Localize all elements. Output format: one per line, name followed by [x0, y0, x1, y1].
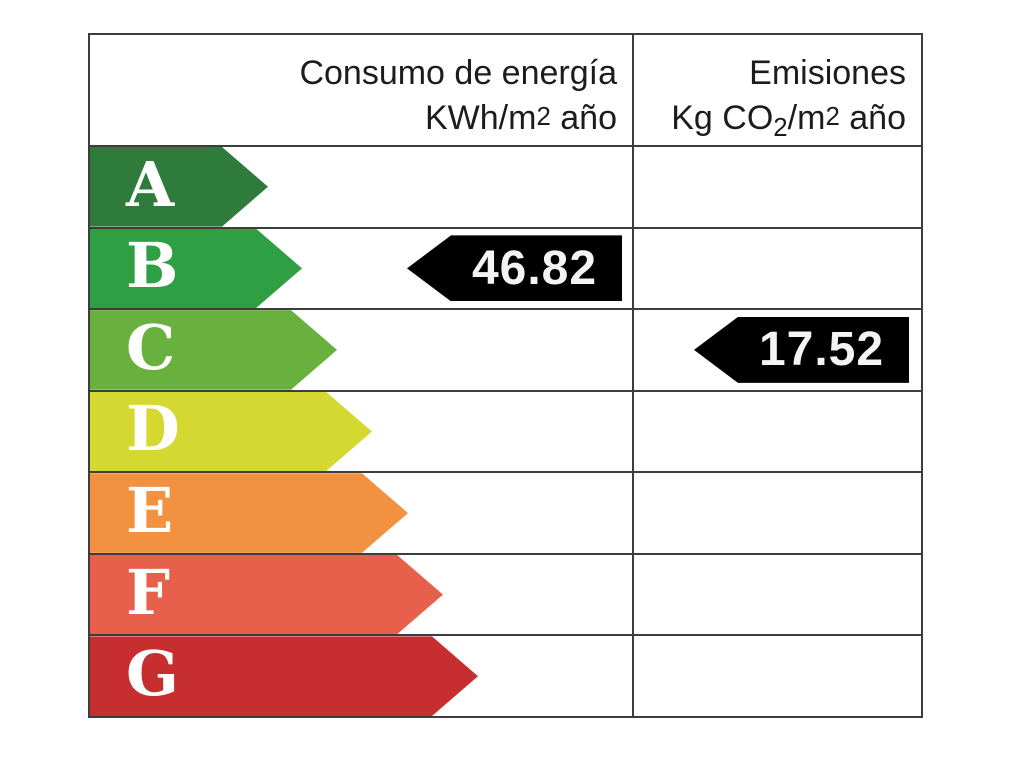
emissions-value: 17.52 — [758, 323, 885, 377]
consumption-column-header: Consumo de energía KWh/m2 año — [90, 35, 632, 145]
consumption-value-tag: 46.82 — [407, 235, 622, 302]
rating-row-c-emissions-cell: 17.52 — [632, 308, 921, 390]
consumption-header-line1: Consumo de energía — [299, 54, 617, 92]
rating-row-g-consumption-cell: G — [90, 634, 632, 716]
rating-arrow-b: B — [90, 229, 302, 309]
rating-letter-e: E — [126, 474, 174, 548]
consumption-unit-suffix: año — [550, 99, 617, 137]
emissions-column-header: Emisiones Kg CO2/m2 año — [632, 35, 921, 145]
emissions-unit-mid: /m — [787, 99, 826, 137]
rating-arrow-g: G — [90, 636, 478, 716]
rating-row-e-consumption-cell: E — [90, 471, 632, 553]
rating-row-e-emissions-cell — [632, 471, 921, 553]
rating-row-f-consumption-cell: F — [90, 552, 632, 635]
rating-row-d-consumption-cell: D — [90, 389, 632, 472]
rating-arrow-a: A — [90, 147, 268, 227]
rating-row-g-emissions-cell — [632, 634, 921, 716]
rating-letter-g: G — [126, 637, 179, 711]
rating-letter-a: A — [126, 147, 175, 221]
rating-arrow-d: D — [90, 392, 372, 472]
emissions-header-units: Kg CO2/m2 año — [634, 96, 906, 144]
rating-row-f-emissions-cell — [632, 552, 921, 635]
rating-table: Consumo de energía KWh/m2 año Emisiones … — [88, 33, 923, 718]
rating-letter-f: F — [126, 555, 171, 629]
consumption-unit-superscript: 2 — [536, 103, 551, 131]
rating-arrow-e: E — [90, 473, 408, 553]
rating-row-a-emissions-cell — [632, 145, 921, 227]
rating-letter-b: B — [126, 229, 179, 303]
consumption-unit-text: KWh/m — [424, 99, 537, 137]
rating-row-b-consumption-cell: B 46.82 — [90, 226, 632, 309]
rating-row-d-emissions-cell — [632, 389, 921, 472]
emissions-header-line1: Emisiones — [749, 54, 906, 92]
emissions-value-tag: 17.52 — [694, 316, 909, 383]
consumption-value: 46.82 — [471, 241, 598, 295]
consumption-header-units: KWh/m2 año — [90, 96, 617, 144]
rating-letter-d: D — [126, 392, 180, 466]
rating-arrow-c: C — [90, 310, 337, 390]
rating-row-c-consumption-cell: C — [90, 308, 632, 390]
emissions-unit-suffix: año — [839, 99, 906, 137]
emissions-unit-subscript: 2 — [773, 114, 788, 142]
rating-letter-c: C — [126, 310, 176, 384]
rating-row-b-emissions-cell — [632, 226, 921, 309]
rating-arrow-f: F — [90, 555, 443, 635]
emissions-unit-superscript: 2 — [825, 103, 840, 131]
emissions-unit-text: Kg CO — [671, 99, 774, 137]
rating-row-a-consumption-cell: A — [90, 145, 632, 227]
